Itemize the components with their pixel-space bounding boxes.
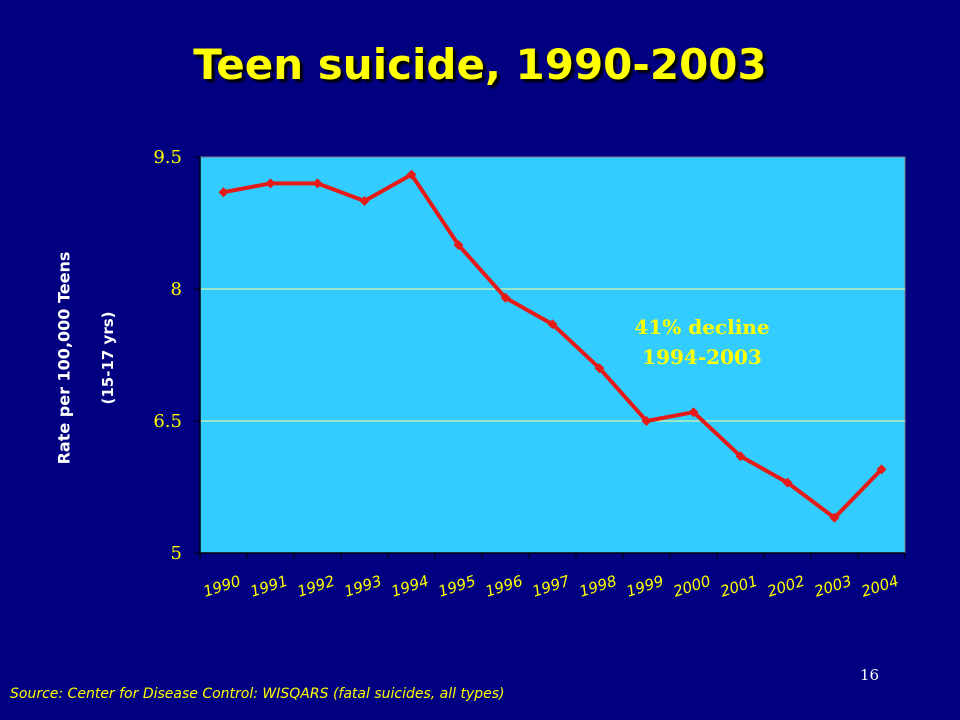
- x-tick-label: 2004: [859, 572, 901, 601]
- x-tick-label: 2000: [671, 572, 713, 601]
- x-tick-label: 1990: [201, 572, 243, 601]
- data-point: [218, 187, 229, 198]
- y-tick-label: 5: [171, 543, 182, 564]
- x-tick-label: 1992: [295, 572, 337, 601]
- y-tick-label: 9.5: [153, 147, 182, 168]
- y-tick-label: 6.5: [153, 411, 182, 432]
- decline-annotation: 41% decline: [634, 315, 769, 339]
- x-tick-label: 1993: [342, 572, 384, 601]
- x-tick-label: 1997: [530, 572, 572, 601]
- data-point: [265, 178, 276, 189]
- y-tick-label: 8: [171, 279, 182, 300]
- x-tick-label: 1996: [483, 572, 525, 601]
- x-tick-label: 2002: [765, 572, 807, 601]
- data-point: [641, 416, 652, 426]
- x-tick-label: 1999: [624, 572, 666, 601]
- data-point: [312, 178, 323, 189]
- data-point: [782, 477, 793, 488]
- x-tick-label: 1991: [248, 572, 290, 601]
- x-tick-label: 1998: [577, 572, 619, 601]
- data-point: [453, 240, 464, 250]
- x-tick-label: 2001: [718, 572, 760, 601]
- data-point: [500, 292, 511, 303]
- data-point: [688, 407, 699, 418]
- x-tick-label: 1995: [436, 572, 478, 601]
- slide-title: Teen suicide, 1990-2003: [193, 40, 767, 89]
- data-point: [876, 464, 887, 475]
- x-tick-label: 2003: [812, 572, 854, 601]
- data-point: [406, 169, 417, 180]
- data-point: [829, 512, 840, 523]
- data-point: [594, 363, 605, 374]
- data-point: [359, 196, 370, 206]
- decline-annotation: 1994-2003: [642, 345, 762, 369]
- source-note: Source: Center for Disease Control: WISQ…: [10, 686, 505, 702]
- x-tick-label: 1994: [389, 572, 431, 601]
- page-number: 16: [860, 666, 880, 684]
- data-point: [735, 451, 746, 462]
- data-point: [547, 319, 558, 330]
